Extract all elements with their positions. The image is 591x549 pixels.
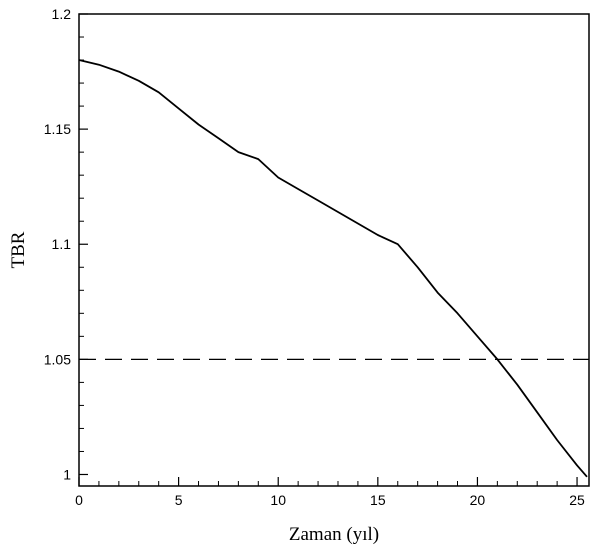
plot-frame: [78, 13, 590, 487]
x-tick-label-5: 25: [569, 492, 585, 508]
x-axis-label: Zaman (yıl): [289, 524, 379, 545]
y-tick-label-1: 1.05: [44, 351, 71, 367]
x-tick-label-0: 0: [75, 492, 83, 508]
x-tick-label-2: 10: [270, 492, 286, 508]
x-tick-label-3: 15: [370, 492, 386, 508]
x-tick-label-4: 20: [470, 492, 486, 508]
y-tick-label-3: 1.15: [44, 121, 71, 137]
series-group: [78, 59, 589, 478]
y-tick-label-2: 1.1: [52, 236, 72, 252]
x-tick-label-1: 5: [175, 492, 183, 508]
y-tick-label-0: 1: [63, 466, 71, 482]
axes: 0 5 10 15 20 25 1 1.05 1.1 1.15 1.2: [44, 6, 585, 508]
tbr-line: [78, 59, 588, 478]
y-tick-label-4: 1.2: [52, 6, 72, 22]
y-axis-label: TBR: [8, 231, 29, 268]
